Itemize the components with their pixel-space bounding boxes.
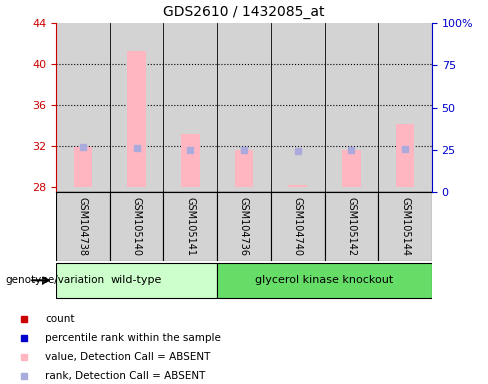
Bar [217, 263, 432, 298]
Bar [271, 23, 325, 192]
Text: percentile rank within the sample: percentile rank within the sample [45, 333, 221, 343]
Bar [325, 192, 378, 261]
Bar [288, 185, 307, 187]
Text: GSM105140: GSM105140 [132, 197, 142, 256]
Bar [378, 23, 432, 192]
Bar [56, 192, 110, 261]
Bar [181, 134, 200, 187]
Bar [271, 192, 325, 261]
Text: GSM104740: GSM104740 [293, 197, 303, 256]
Text: GSM105142: GSM105142 [346, 197, 356, 256]
Text: rank, Detection Call = ABSENT: rank, Detection Call = ABSENT [45, 371, 205, 381]
Text: wild-type: wild-type [111, 275, 163, 285]
Text: GSM104736: GSM104736 [239, 197, 249, 256]
Title: GDS2610 / 1432085_at: GDS2610 / 1432085_at [163, 5, 325, 19]
Text: GSM105144: GSM105144 [400, 197, 410, 256]
Text: count: count [45, 314, 74, 324]
Bar [342, 150, 361, 187]
Bar [127, 51, 146, 187]
Bar [235, 150, 253, 187]
Bar [378, 192, 432, 261]
Bar [74, 147, 92, 187]
Bar [217, 23, 271, 192]
Bar [325, 23, 378, 192]
Bar [163, 192, 217, 261]
Bar [163, 23, 217, 192]
Text: genotype/variation: genotype/variation [5, 275, 104, 285]
Text: glycerol kinase knockout: glycerol kinase knockout [255, 275, 394, 285]
Bar [110, 23, 163, 192]
Text: value, Detection Call = ABSENT: value, Detection Call = ABSENT [45, 352, 210, 362]
Text: GSM104738: GSM104738 [78, 197, 88, 256]
Bar [56, 23, 110, 192]
Bar [110, 192, 163, 261]
Bar [396, 124, 414, 187]
Text: GSM105141: GSM105141 [185, 197, 195, 256]
Bar [56, 263, 217, 298]
Bar [217, 192, 271, 261]
